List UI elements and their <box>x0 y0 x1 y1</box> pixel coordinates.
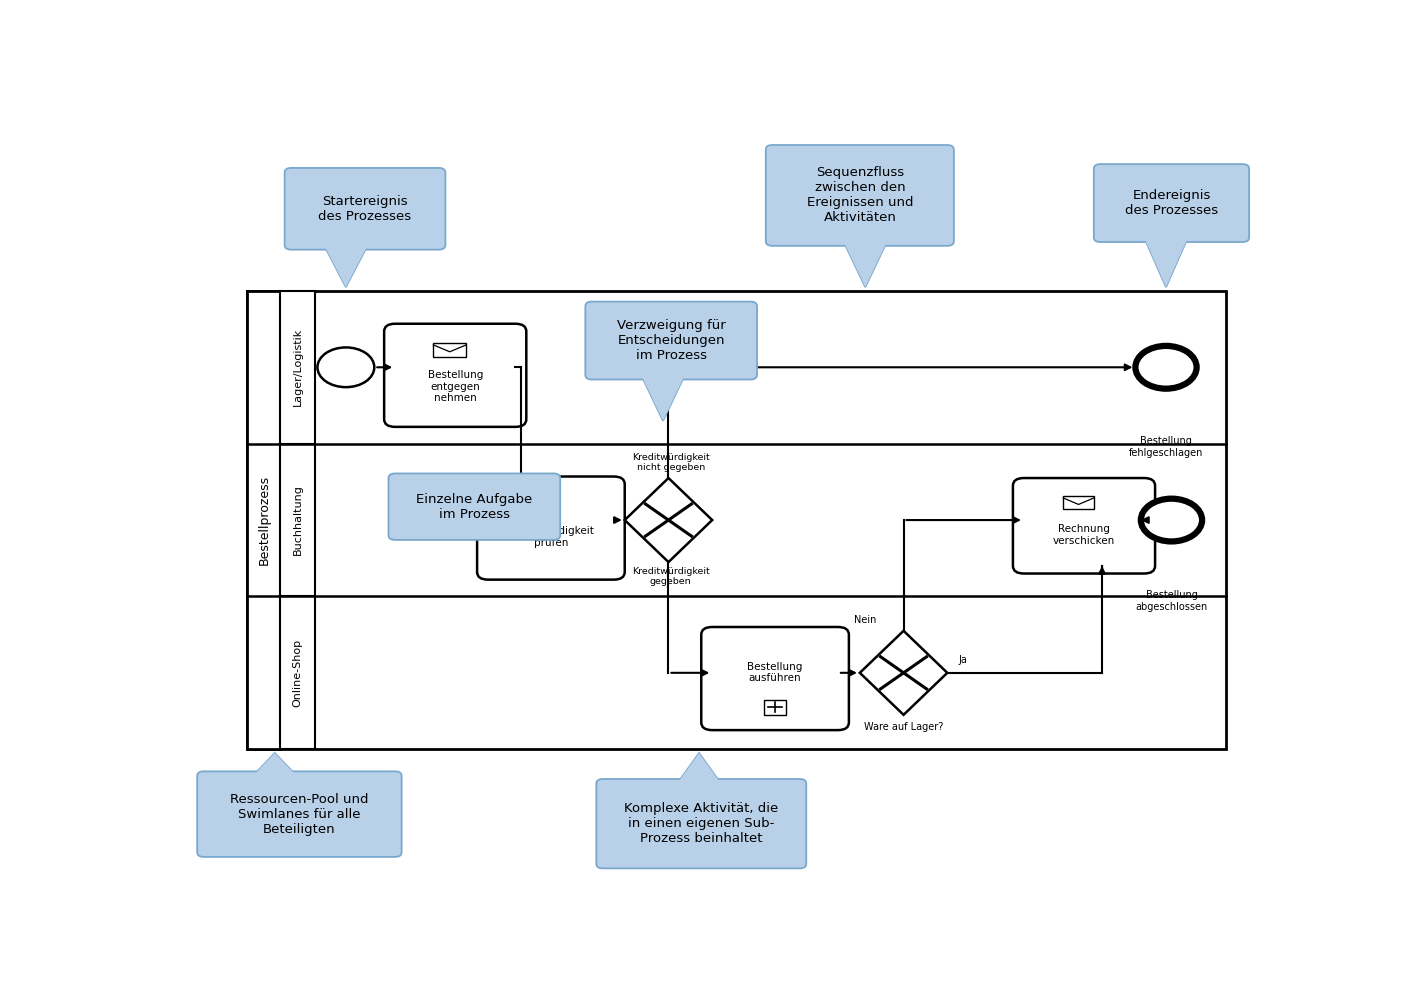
Polygon shape <box>625 478 713 562</box>
Polygon shape <box>1144 237 1188 287</box>
Text: Ware auf Lager?: Ware auf Lager? <box>864 722 944 732</box>
Text: Kreditwürdigkeit
gegeben: Kreditwürdigkeit gegeben <box>632 566 710 586</box>
Bar <box>247 291 281 749</box>
Polygon shape <box>677 753 721 784</box>
Text: Einzelne Aufgabe
im Prozess: Einzelne Aufgabe im Prozess <box>416 493 532 521</box>
Bar <box>281 291 315 443</box>
Bar <box>247 291 1226 749</box>
FancyBboxPatch shape <box>285 168 446 250</box>
Polygon shape <box>519 496 529 507</box>
Text: Bestellung
ausführen: Bestellung ausführen <box>748 662 803 683</box>
Circle shape <box>487 488 525 515</box>
Text: Lager/Logistik: Lager/Logistik <box>292 328 303 407</box>
FancyBboxPatch shape <box>1013 478 1156 573</box>
Text: Bestellung
entgegen
nehmen: Bestellung entgegen nehmen <box>428 370 483 404</box>
Text: Sequenzfluss
zwischen den
Ereignissen und
Aktivitäten: Sequenzfluss zwischen den Ereignissen un… <box>807 167 913 224</box>
Polygon shape <box>253 753 296 776</box>
Text: Bestellung
abgeschlossen: Bestellung abgeschlossen <box>1136 590 1208 612</box>
FancyBboxPatch shape <box>597 779 806 868</box>
Polygon shape <box>253 753 296 776</box>
Text: Ressourcen-Pool und
Swimlanes für alle
Beteiligten: Ressourcen-Pool und Swimlanes für alle B… <box>230 793 368 835</box>
Polygon shape <box>844 241 888 287</box>
FancyBboxPatch shape <box>388 473 560 540</box>
Text: Bestellprozess: Bestellprozess <box>257 475 271 565</box>
Polygon shape <box>859 631 947 715</box>
FancyBboxPatch shape <box>384 323 526 427</box>
Text: Startereignis
des Prozesses: Startereignis des Prozesses <box>319 194 412 223</box>
Polygon shape <box>325 245 368 287</box>
Polygon shape <box>509 487 528 499</box>
Circle shape <box>492 492 519 511</box>
Text: Buchhaltung: Buchhaltung <box>292 485 303 556</box>
Text: Kreditwürdigkeit
nicht gegeben: Kreditwürdigkeit nicht gegeben <box>632 452 710 472</box>
FancyBboxPatch shape <box>586 302 758 380</box>
Polygon shape <box>484 505 501 517</box>
Circle shape <box>1141 499 1202 542</box>
Polygon shape <box>498 511 514 518</box>
Text: Verzweigung für
Entscheidungen
im Prozess: Verzweigung für Entscheidungen im Prozes… <box>617 319 725 362</box>
Text: Ja: Ja <box>958 655 967 666</box>
Polygon shape <box>447 478 491 482</box>
Bar <box>281 443 315 596</box>
Text: Kreditwürdigkeit
prüfen: Kreditwürdigkeit prüfen <box>508 527 594 548</box>
Text: Endereignis
des Prozesses: Endereignis des Prozesses <box>1125 189 1218 217</box>
Text: Bestellung
fehlgeschlagen: Bestellung fehlgeschlagen <box>1129 436 1204 457</box>
Bar <box>765 699 786 715</box>
FancyBboxPatch shape <box>198 772 402 857</box>
Polygon shape <box>641 375 684 421</box>
Polygon shape <box>447 478 491 482</box>
Bar <box>1064 496 1094 509</box>
Circle shape <box>498 496 514 507</box>
Bar <box>433 343 466 356</box>
Polygon shape <box>509 505 528 517</box>
Text: Rechnung
verschicken: Rechnung verschicken <box>1053 524 1115 546</box>
Polygon shape <box>677 753 721 784</box>
FancyBboxPatch shape <box>766 145 954 246</box>
Polygon shape <box>641 375 684 421</box>
Polygon shape <box>844 241 888 287</box>
Polygon shape <box>498 486 514 492</box>
FancyBboxPatch shape <box>1094 164 1249 242</box>
Text: Nein: Nein <box>854 615 876 625</box>
Bar <box>281 596 315 749</box>
FancyBboxPatch shape <box>477 476 625 579</box>
Polygon shape <box>484 487 501 499</box>
Text: Komplexe Aktivität, die
in einen eigenen Sub-
Prozess beinhaltet: Komplexe Aktivität, die in einen eigenen… <box>624 803 779 845</box>
Circle shape <box>317 347 374 387</box>
Circle shape <box>1136 346 1197 389</box>
Text: Online-Shop: Online-Shop <box>292 639 303 707</box>
Polygon shape <box>483 496 492 507</box>
Polygon shape <box>1144 237 1188 287</box>
Polygon shape <box>325 245 368 287</box>
FancyBboxPatch shape <box>701 627 849 730</box>
